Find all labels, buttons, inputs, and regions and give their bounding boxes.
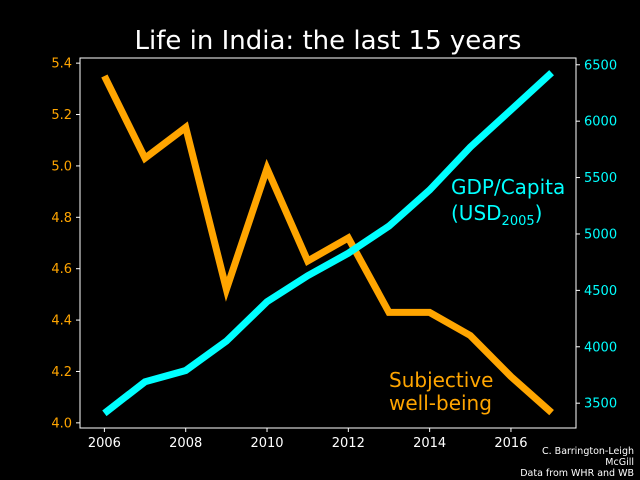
plot-frame <box>79 57 577 429</box>
left-y-tick-label: 5.4 <box>51 57 72 72</box>
left-y-tick-label: 4.4 <box>51 314 72 329</box>
left-y-tick-label: 4.6 <box>51 262 72 277</box>
gdp-series-line <box>102 70 554 417</box>
x-tick-label: 2006 <box>88 436 121 451</box>
gdp-label-line2: (USD2005) <box>451 201 542 229</box>
right-y-tick-label: 4000 <box>584 340 617 355</box>
gdp-label-unit: (USD <box>451 201 502 225</box>
left-y-tick-label: 4.2 <box>51 365 72 380</box>
credit-author: C. Barrington-Leigh <box>542 446 634 457</box>
credit-affiliation: McGill <box>605 457 634 468</box>
right-y-tick-label: 6000 <box>584 115 617 130</box>
swb-label-line2: well-being <box>389 391 492 415</box>
credit-note: C. Barrington-Leigh McGill Data from WHR… <box>520 446 634 479</box>
x-tick-label: 2008 <box>169 436 202 451</box>
right-y-tick-label: 6500 <box>584 58 617 73</box>
right-y-tick-label: 5500 <box>584 171 617 186</box>
swb-series-label: Subjective well-being <box>389 368 500 415</box>
gdp-label-unit-close: ) <box>535 201 543 225</box>
left-y-tick-label: 4.8 <box>51 211 72 226</box>
x-tick-label: 2010 <box>250 436 283 451</box>
gdp-label-line1: GDP/Capita <box>451 175 565 199</box>
chart-title: Life in India: the last 15 years <box>135 26 522 56</box>
right-y-tick-label: 5000 <box>584 227 617 242</box>
swb-label-line1: Subjective <box>389 368 493 392</box>
gdp-label-unit-year: 2005 <box>502 214 535 229</box>
x-tick-label: 2014 <box>413 436 446 451</box>
left-y-tick-label: 4.0 <box>51 416 72 431</box>
gdp-series-label: GDP/Capita (USD2005) <box>451 175 572 229</box>
credit-source: Data from WHR and WB <box>520 468 634 479</box>
right-y-tick-label: 4500 <box>584 284 617 299</box>
left-y-tick-label: 5.2 <box>51 108 72 123</box>
left-y-tick-label: 5.0 <box>51 159 72 174</box>
swb-series-line <box>101 74 554 416</box>
x-tick-label: 2016 <box>494 436 527 451</box>
x-tick-label: 2012 <box>332 436 365 451</box>
right-y-tick-label: 3500 <box>584 397 617 412</box>
